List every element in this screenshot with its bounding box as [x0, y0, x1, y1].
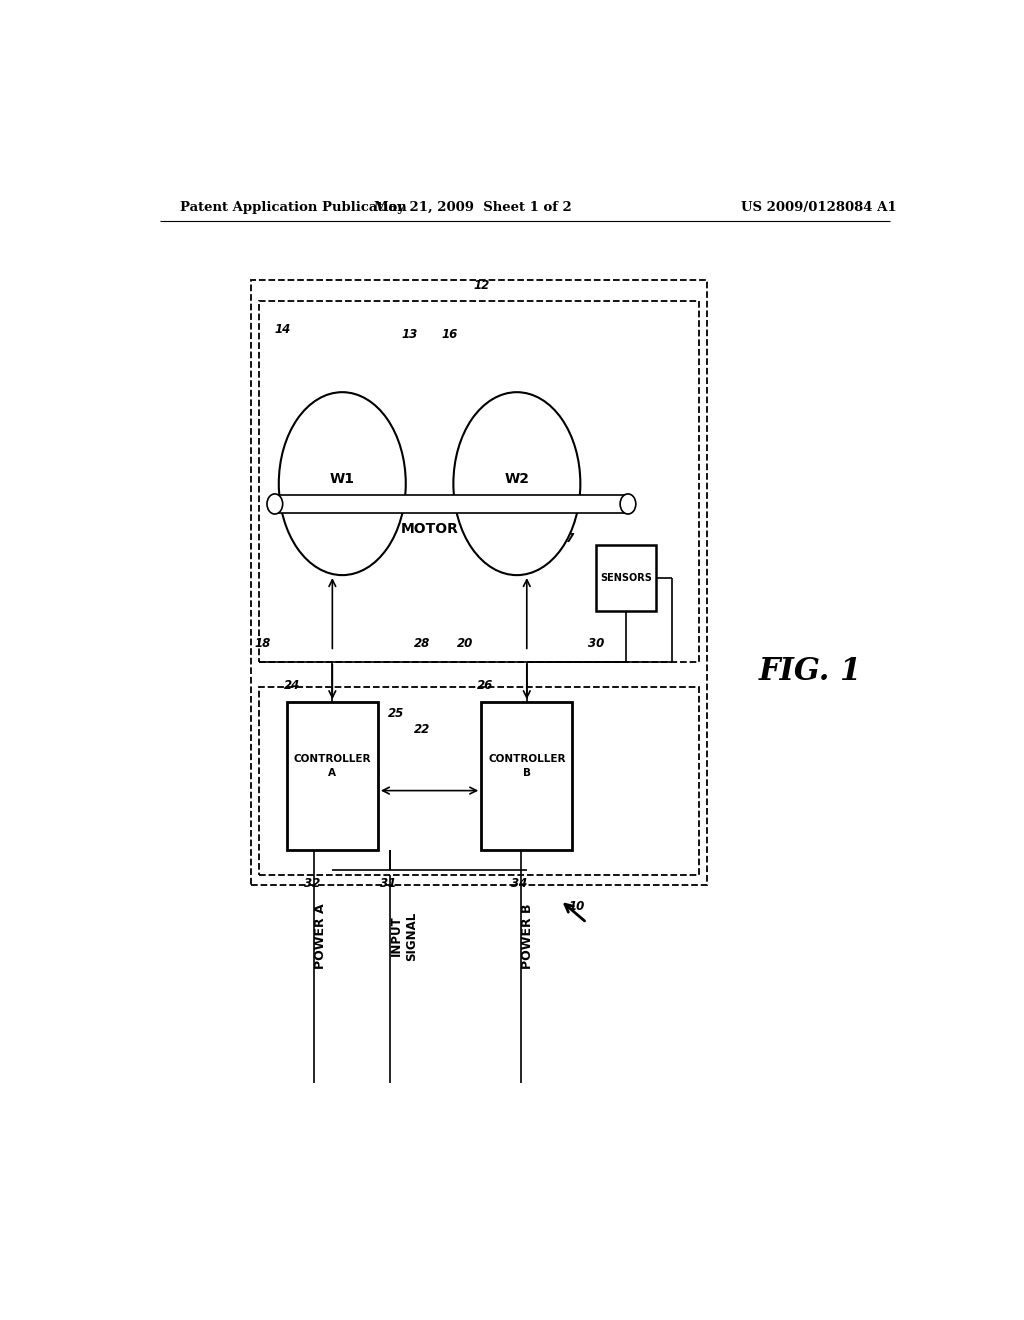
Text: May 21, 2009  Sheet 1 of 2: May 21, 2009 Sheet 1 of 2 [375, 201, 572, 214]
Text: 18: 18 [255, 638, 271, 651]
Text: 34: 34 [511, 878, 527, 890]
Bar [274, 495, 628, 513]
Text: W2: W2 [505, 471, 529, 486]
Bar [481, 702, 572, 850]
Text: SENSORS: SENSORS [600, 573, 652, 582]
Text: CONTROLLER
B: CONTROLLER B [488, 754, 565, 777]
Text: INPUT
SIGNAL: INPUT SIGNAL [390, 911, 418, 961]
Text: POWER B: POWER B [521, 903, 534, 969]
Text: 32: 32 [304, 878, 321, 890]
Bar [596, 545, 655, 611]
Text: Patent Application Publication: Patent Application Publication [179, 201, 407, 214]
Ellipse shape [279, 392, 406, 576]
Circle shape [267, 494, 283, 513]
Text: 14: 14 [274, 323, 291, 337]
Text: 25: 25 [388, 708, 404, 721]
Text: CONTROLLER
A: CONTROLLER A [294, 754, 371, 777]
Text: W1: W1 [330, 471, 354, 486]
Text: 31: 31 [380, 878, 396, 890]
Bar [251, 280, 708, 886]
Text: 13: 13 [401, 329, 418, 342]
Text: FIG. 1: FIG. 1 [759, 656, 862, 688]
Text: 28: 28 [414, 638, 430, 651]
Text: 16: 16 [441, 329, 458, 342]
Text: 10: 10 [568, 899, 585, 912]
Text: 26: 26 [477, 678, 494, 692]
Circle shape [621, 494, 636, 513]
Text: MOTOR: MOTOR [400, 523, 459, 536]
Ellipse shape [454, 392, 581, 576]
Bar [259, 301, 699, 661]
Text: 22: 22 [414, 723, 430, 735]
Bar [287, 702, 378, 850]
Text: 24: 24 [284, 678, 300, 692]
Text: 12: 12 [473, 279, 489, 292]
Text: 20: 20 [458, 638, 473, 651]
Text: US 2009/0128084 A1: US 2009/0128084 A1 [740, 201, 896, 214]
Bar [259, 686, 699, 875]
Text: 27: 27 [559, 532, 575, 545]
Text: POWER A: POWER A [314, 903, 328, 969]
Text: 30: 30 [588, 638, 604, 651]
